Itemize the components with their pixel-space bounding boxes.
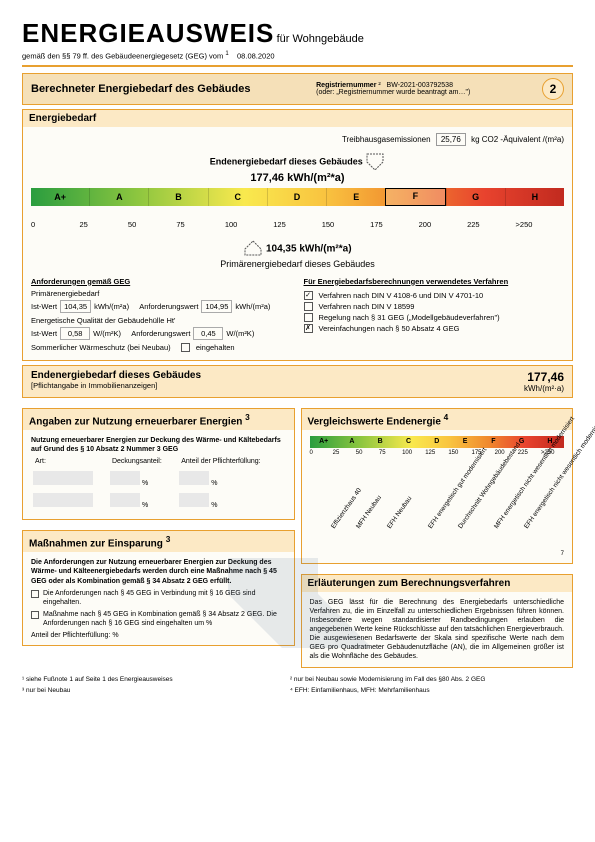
- box-title: Energiebedarf: [23, 110, 572, 127]
- comparison-labels: Effizienzhaus 40MFH NeubauEFH NeubauEFH …: [310, 456, 565, 551]
- primary-energy-label: 104,35 kWh/(m²*a) Primärenergiebedarf di…: [31, 239, 564, 269]
- reg-info: Registriernummer ² BW-2021-003792538 (od…: [316, 82, 470, 96]
- massnahmen-box: Maßnahmen zur Einsparung 3 Die Anforderu…: [22, 530, 295, 646]
- tick-row: 0255075100125150175200225>250: [31, 220, 564, 229]
- main-title: ENERGIEAUSWEIS: [22, 18, 274, 48]
- sub-line: gemäß den §§ 79 ff. des Gebäudeenergiege…: [22, 51, 573, 61]
- anforderungen-col: Anforderungen gemäß GEG Primärenergiebed…: [31, 277, 292, 354]
- energy-bar: A+ABCDEFGH: [31, 188, 564, 216]
- page-number: 2: [542, 78, 564, 100]
- section-title: Berechneter Energiebedarf des Gebäudes: [31, 83, 250, 95]
- subtitle: für Wohngebäude: [277, 33, 364, 45]
- vergleich-box: Vergleichswerte Endenergie 4 A+ABCDEFGH …: [301, 408, 574, 564]
- header: ENERGIEAUSWEIS für Wohngebäude gemäß den…: [22, 18, 573, 67]
- marker-icon: [365, 152, 385, 170]
- renewable-table: Art:Deckungsanteil:Anteil der Pflichterf…: [31, 454, 286, 513]
- energiebedarf-box: Energiebedarf Treibhausgasemissionen 25,…: [22, 109, 573, 361]
- marker-icon: [243, 239, 263, 257]
- requirements-columns: Anforderungen gemäß GEG Primärenergiebed…: [31, 277, 564, 354]
- verfahren-col: Für Energiebedarfsberechnungen verwendet…: [304, 277, 565, 354]
- renewable-box: Angaben zur Nutzung erneuerbarer Energie…: [22, 408, 295, 521]
- section-header: Berechneter Energiebedarf des Gebäudes R…: [22, 73, 573, 105]
- end-energy-label: Endenergiebedarf dieses Gebäudes 177,46 …: [31, 152, 564, 184]
- end-result-bar: Endenergiebedarf dieses Gebäudes [Pflich…: [22, 365, 573, 398]
- co2-line: Treibhausgasemissionen 25,76 kg CO2 -Äqu…: [31, 133, 564, 146]
- footnotes: ¹ siehe Fußnote 1 auf Seite 1 des Energi…: [22, 676, 573, 694]
- erlauterung-box: Erläuterungen zum Berechnungsverfahren D…: [301, 574, 574, 669]
